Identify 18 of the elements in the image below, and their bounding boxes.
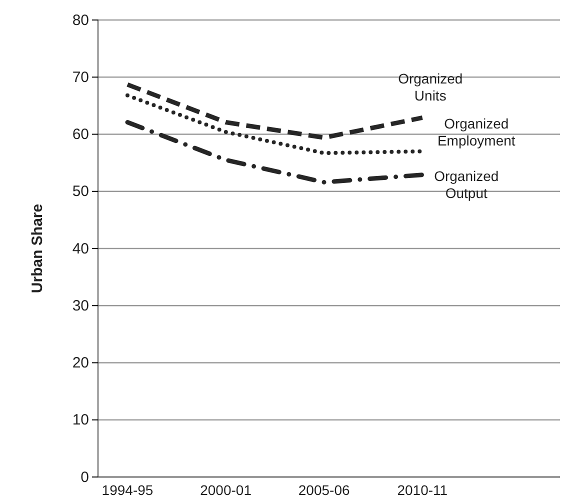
line-series xyxy=(125,120,425,184)
y-tick-label: 20 xyxy=(72,354,89,372)
x-tick-label: 2000-01 xyxy=(200,482,252,498)
y-tick-label: 50 xyxy=(72,183,89,200)
y-axis-title: Urban Share xyxy=(29,204,46,294)
x-tick-label: 2010-11 xyxy=(397,482,448,498)
y-tick-label: 0 xyxy=(80,468,89,486)
y-tick-label: 60 xyxy=(72,126,89,144)
y-tick-label: 70 xyxy=(72,68,89,86)
y-tick-label: 80 xyxy=(72,12,89,29)
y-tick-label: 40 xyxy=(72,240,89,258)
x-tick-label: 2005-06 xyxy=(298,482,350,498)
x-tick-label: 1994-95 xyxy=(102,482,154,498)
y-tick-label: 10 xyxy=(72,412,89,429)
series-label: Organized Output xyxy=(434,168,499,201)
series-label: Organized Units xyxy=(398,70,463,104)
y-tick-label: 30 xyxy=(72,297,89,314)
series-label: Organized Employment xyxy=(437,115,516,148)
